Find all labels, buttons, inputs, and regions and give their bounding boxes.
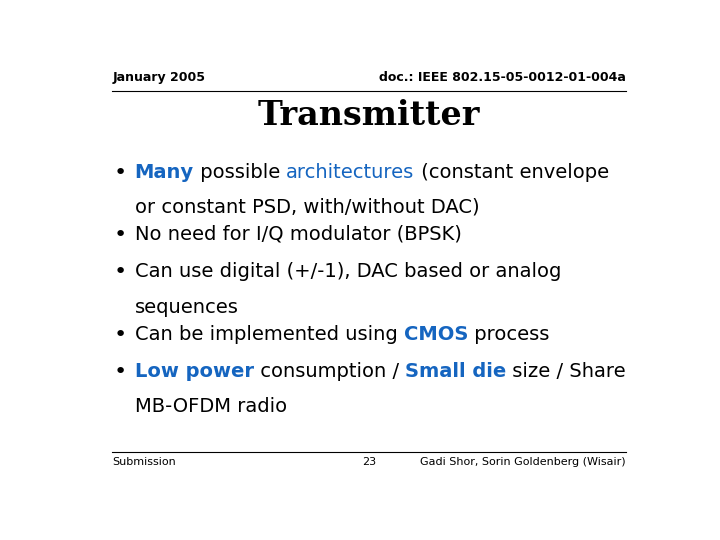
Text: size / Share: size / Share <box>506 362 626 381</box>
Text: Low power: Low power <box>135 362 253 381</box>
Text: architectures: architectures <box>287 163 415 181</box>
Text: Transmitter: Transmitter <box>258 99 480 132</box>
Text: Gadi Shor, Sorin Goldenberg (Wisair): Gadi Shor, Sorin Goldenberg (Wisair) <box>420 457 626 467</box>
Text: Can use digital (+/-1), DAC based or analog: Can use digital (+/-1), DAC based or ana… <box>135 262 561 281</box>
Text: consumption /: consumption / <box>253 362 405 381</box>
Text: •: • <box>114 225 127 245</box>
Text: Small die: Small die <box>405 362 506 381</box>
Text: (constant envelope: (constant envelope <box>415 163 608 181</box>
Text: •: • <box>114 262 127 282</box>
Text: •: • <box>114 362 127 382</box>
Text: Submission: Submission <box>112 457 176 467</box>
Text: possible: possible <box>194 163 287 181</box>
Text: •: • <box>114 163 127 183</box>
Text: or constant PSD, with/without DAC): or constant PSD, with/without DAC) <box>135 198 480 217</box>
Text: sequences: sequences <box>135 298 238 316</box>
Text: Many: Many <box>135 163 194 181</box>
Text: process: process <box>468 325 549 343</box>
Text: Can be implemented using: Can be implemented using <box>135 325 404 343</box>
Text: January 2005: January 2005 <box>112 71 205 84</box>
Text: CMOS: CMOS <box>404 325 468 343</box>
Text: 23: 23 <box>362 457 376 467</box>
Text: doc.: IEEE 802.15-05-0012-01-004a: doc.: IEEE 802.15-05-0012-01-004a <box>379 71 626 84</box>
Text: •: • <box>114 325 127 345</box>
Text: No need for I/Q modulator (BPSK): No need for I/Q modulator (BPSK) <box>135 225 462 244</box>
Text: MB-OFDM radio: MB-OFDM radio <box>135 397 287 416</box>
